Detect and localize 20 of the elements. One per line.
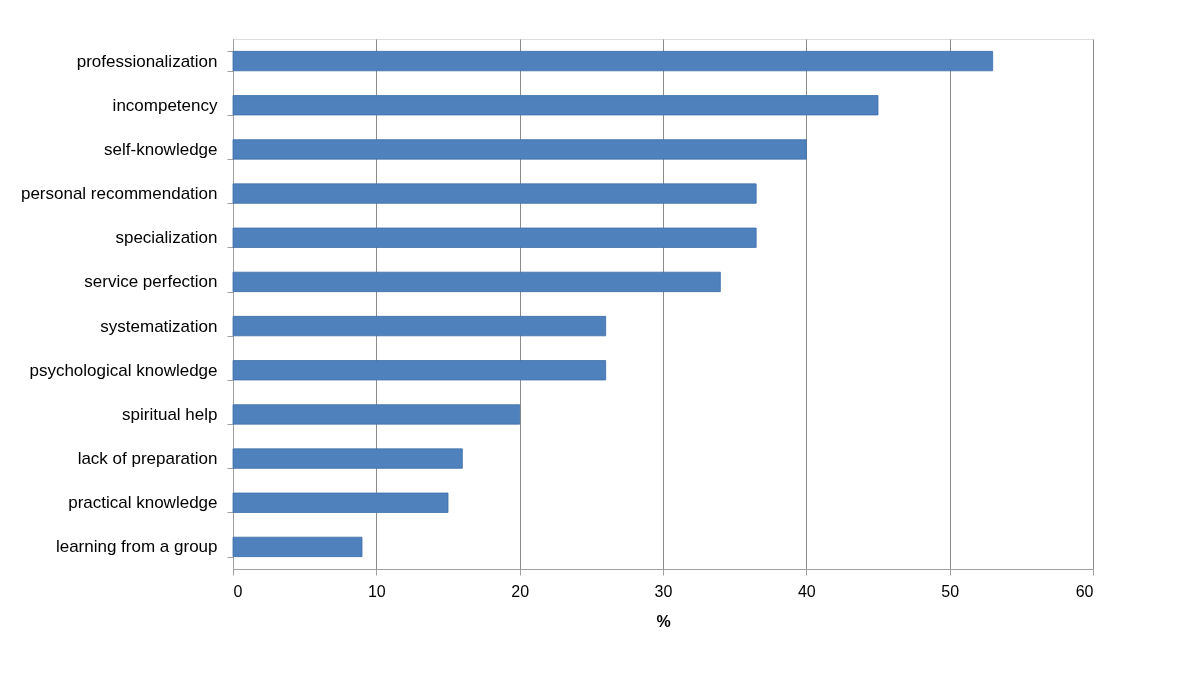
y-tick-label: spiritual help [122, 404, 218, 424]
y-tick-label: practical knowledge [68, 493, 218, 513]
x-tick-label: 50 [941, 582, 960, 600]
y-tick-label: learning from a group [55, 537, 218, 557]
y-tick-label: personal recommendation [20, 184, 218, 204]
y-tick-label: professionalization [76, 51, 218, 71]
x-tick-label: 0 [233, 582, 243, 600]
y-tick-label: systematization [100, 316, 218, 336]
y-tick-label: incompetency [112, 95, 218, 115]
x-axis-title: % [656, 612, 671, 630]
x-tick-label: 20 [511, 582, 530, 600]
y-tick-label: specialization [115, 228, 218, 248]
y-tick-label: service perfection [84, 272, 218, 292]
y-tick-label: self-knowledge [104, 139, 218, 159]
y-tick-label: psychological knowledge [29, 360, 218, 380]
y-tick-label: lack of preparation [77, 449, 218, 469]
x-tick-label: 30 [654, 582, 673, 600]
x-tick-label: 10 [367, 582, 386, 600]
x-tick-label: 60 [1075, 582, 1094, 600]
x-tick-label: 40 [797, 582, 816, 600]
